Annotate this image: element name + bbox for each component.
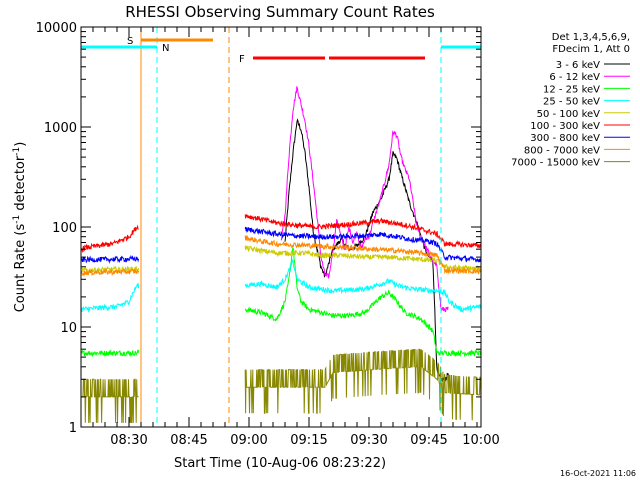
series-100-300-kev-line-1	[244, 214, 482, 249]
night-label: N	[162, 43, 169, 54]
legend-label-300-800-kev: 300 - 800 keV	[530, 133, 600, 144]
series-12-25-kev-line-0	[80, 348, 140, 358]
y-axis-label-part3: )	[13, 142, 28, 147]
series-300-800-kev-line-0	[80, 254, 140, 264]
legend-label-50-100-kev: 50 - 100 keV	[537, 109, 601, 120]
x-axis: 08:30 08:45 09:00 09:15 09:30 09:45 10:00	[80, 27, 500, 448]
chart-title: RHESSI Observing Summary Count Rates	[125, 3, 435, 21]
x-tick-label: 09:30	[350, 433, 387, 448]
series-50-100-kev-line-1	[244, 244, 482, 273]
series-800-7000-kev-line-1	[244, 234, 482, 275]
legend: Det 1,3,4,5,6,9,FDecim 1, Att 0 3 - 6 keV…	[511, 32, 630, 169]
y-axis-label-part1: Count Rate (s	[13, 224, 28, 313]
legend-label-12-25-kev: 12 - 25 keV	[543, 84, 600, 95]
x-tick-label: 10:00	[462, 433, 499, 448]
y-tick-label: 100	[52, 221, 77, 236]
y-axis: 1 10 100 1000 10000	[36, 21, 481, 436]
series-25-50-kev	[80, 258, 482, 314]
y-axis-label-part2: detector	[13, 155, 28, 215]
series-layer	[80, 85, 482, 423]
series-7000-15000-kev-line-1	[244, 348, 482, 423]
series-800-7000-kev	[80, 234, 482, 277]
legend-label-3-6-kev: 3 - 6 keV	[556, 60, 600, 71]
series-12-25-kev-line-1	[244, 246, 482, 358]
y-axis-label-sup1: -1	[12, 215, 22, 224]
legend-label-7000-15000-kev: 7000 - 15000 keV	[511, 158, 600, 169]
series-6-12-kev	[280, 85, 449, 313]
y-tick-label: 1000	[44, 121, 77, 136]
legend-label-25-50-kev: 25 - 50 keV	[543, 97, 600, 108]
x-tick-label: 08:30	[110, 433, 147, 448]
series-7000-15000-kev	[81, 348, 482, 423]
legend-label-6-12-kev: 6 - 12 keV	[549, 72, 600, 83]
series-100-300-kev-line-0	[80, 224, 139, 254]
x-tick-label: 09:00	[230, 433, 267, 448]
legend-label-100-300-kev: 100 - 300 keV	[530, 121, 600, 132]
x-tick-label: 09:45	[410, 433, 447, 448]
series-300-800-kev	[80, 226, 482, 264]
series-800-7000-kev-line-0	[80, 268, 140, 277]
x-tick-label: 08:45	[170, 433, 207, 448]
series-25-50-kev-line-0	[80, 282, 140, 313]
series-7000-15000-kev-line-0	[81, 378, 139, 423]
y-axis-label-sup2: -1	[12, 147, 22, 156]
legend-header-line: Det 1,3,4,5,6,9,	[552, 32, 630, 43]
saa-label: S	[127, 36, 133, 47]
series-25-50-kev-line-1	[244, 258, 482, 314]
series-100-300-kev	[80, 214, 482, 254]
series-6-12-kev-line-0	[280, 85, 449, 313]
x-axis-label: Start Time (10-Aug-06 08:23:22)	[174, 456, 386, 471]
x-tick-label: 09:15	[290, 433, 327, 448]
y-tick-label: 1	[69, 421, 77, 436]
y-axis-label: Count Rate (s-1 detector-1)	[12, 142, 28, 313]
y-tick-label: 10	[60, 321, 77, 336]
series-12-25-kev	[80, 246, 482, 358]
legend-label-800-7000-kev: 800 - 7000 keV	[524, 145, 600, 156]
flare-label: F	[239, 54, 245, 65]
legend-header-line: FDecim 1, Att 0	[552, 44, 630, 55]
footer-date: 16-Oct-2021 11:06	[560, 469, 636, 478]
y-tick-label: 10000	[36, 21, 77, 36]
series-300-800-kev-line-1	[244, 226, 482, 264]
